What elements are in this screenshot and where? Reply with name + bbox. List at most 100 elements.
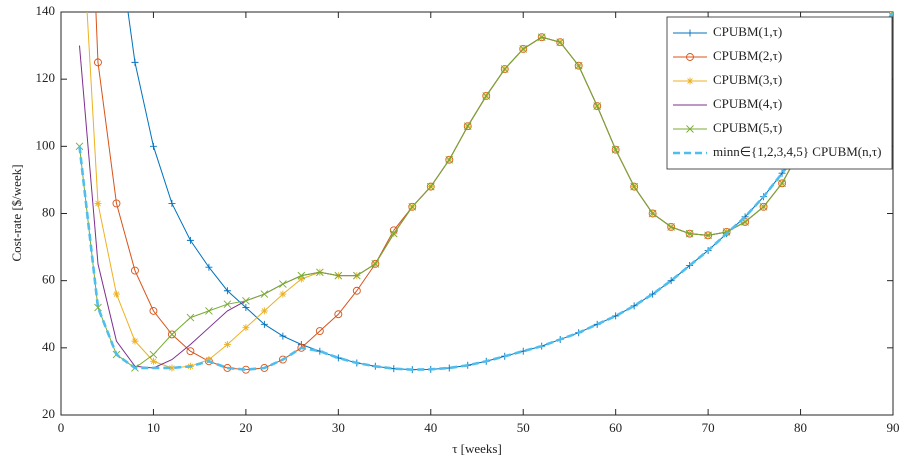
x-tick-label: 20 <box>239 420 252 435</box>
point-marker <box>168 199 176 207</box>
point-marker <box>149 357 157 365</box>
legend-label: minn∈{1,2,3,4,5} CPUBM(n,τ) <box>713 144 881 159</box>
point-marker <box>686 53 694 61</box>
point-marker <box>260 307 268 315</box>
point-marker <box>778 179 786 188</box>
point-marker <box>648 209 657 218</box>
x-tick-label: 80 <box>794 420 807 435</box>
point-marker <box>260 320 268 328</box>
point-marker <box>389 229 398 238</box>
point-marker <box>371 260 380 268</box>
point-marker <box>168 330 176 339</box>
x-tick-label: 40 <box>424 420 437 435</box>
point-marker <box>334 271 343 280</box>
point-marker <box>556 38 565 47</box>
x-tick-label: 60 <box>609 420 622 435</box>
point-marker <box>149 306 158 315</box>
point-marker <box>519 45 528 53</box>
y-tick-label: 60 <box>42 272 55 287</box>
y-tick-label: 20 <box>42 406 55 421</box>
point-marker <box>279 280 287 288</box>
point-marker <box>334 310 343 319</box>
point-marker <box>686 29 694 37</box>
point-marker <box>482 92 491 100</box>
point-marker <box>759 202 768 211</box>
y-axis-label: Cost-rate [$/week] <box>9 164 24 261</box>
point-marker <box>778 169 786 177</box>
point-marker <box>131 266 139 275</box>
point-marker <box>704 231 712 240</box>
point-marker <box>500 65 509 73</box>
point-marker <box>463 122 472 131</box>
point-marker <box>408 202 417 211</box>
x-tick-label: 0 <box>58 420 65 435</box>
point-marker <box>242 304 250 312</box>
point-marker <box>223 340 231 348</box>
point-marker <box>186 236 194 244</box>
y-tick-label: 80 <box>42 204 55 219</box>
point-marker <box>131 337 139 345</box>
legend: CPUBM(1,τ) CPUBM(2,τ) CPUBM(3,τ) CPUBM(4,τ)… <box>666 16 893 170</box>
point-marker <box>205 307 213 315</box>
point-marker <box>279 290 287 298</box>
point-marker <box>94 58 102 67</box>
point-marker <box>112 290 120 298</box>
legend-label: CPUBM(2,τ) <box>713 48 782 63</box>
point-marker <box>168 364 176 372</box>
point-marker <box>94 199 102 207</box>
point-marker <box>574 61 583 70</box>
point-marker <box>186 347 195 356</box>
point-marker <box>149 142 157 150</box>
x-tick-label: 50 <box>517 420 530 435</box>
point-marker <box>686 77 694 85</box>
point-marker <box>537 33 546 42</box>
point-marker <box>112 199 121 208</box>
point-marker <box>278 355 287 364</box>
point-marker <box>297 271 306 280</box>
point-marker <box>686 125 694 133</box>
x-tick-label: 70 <box>702 420 715 435</box>
point-marker <box>315 327 324 335</box>
x-tick-label: 30 <box>332 420 345 435</box>
point-marker <box>94 303 102 312</box>
series-line <box>78 12 893 371</box>
point-marker <box>667 223 675 231</box>
legend-box <box>666 16 893 170</box>
legend-label: CPUBM(1,τ) <box>713 24 782 39</box>
point-marker <box>260 290 269 298</box>
point-marker <box>297 275 305 283</box>
point-marker <box>242 324 250 332</box>
point-marker <box>131 58 139 66</box>
point-marker <box>685 229 694 238</box>
y-tick-label: 120 <box>36 70 56 85</box>
point-marker <box>352 286 361 295</box>
legend-label: CPUBM(4,τ) <box>713 96 782 111</box>
legend-label: CPUBM(3,τ) <box>713 72 782 87</box>
point-marker <box>149 350 158 359</box>
point-marker <box>242 296 250 305</box>
x-axis-label: τ [weeks] <box>452 441 502 456</box>
point-marker <box>279 332 287 340</box>
point-marker <box>316 268 324 277</box>
point-marker <box>611 145 620 154</box>
point-marker <box>353 271 361 280</box>
point-marker <box>445 155 454 164</box>
point-marker <box>167 330 176 339</box>
y-tick-label: 40 <box>42 339 55 354</box>
y-tick-label: 100 <box>36 137 56 152</box>
point-marker <box>75 142 84 151</box>
point-marker <box>686 262 694 270</box>
legend-label: CPUBM(5,τ) <box>713 120 782 135</box>
point-marker <box>223 300 232 308</box>
point-marker <box>593 102 601 110</box>
x-tick-label: 90 <box>887 420 900 435</box>
y-tick-label: 140 <box>36 3 56 18</box>
point-marker <box>630 182 638 191</box>
point-marker <box>205 263 213 271</box>
point-marker <box>186 313 195 322</box>
point-marker <box>205 356 213 364</box>
point-marker <box>426 182 435 191</box>
point-marker <box>667 277 675 285</box>
x-tick-label: 10 <box>147 420 160 435</box>
